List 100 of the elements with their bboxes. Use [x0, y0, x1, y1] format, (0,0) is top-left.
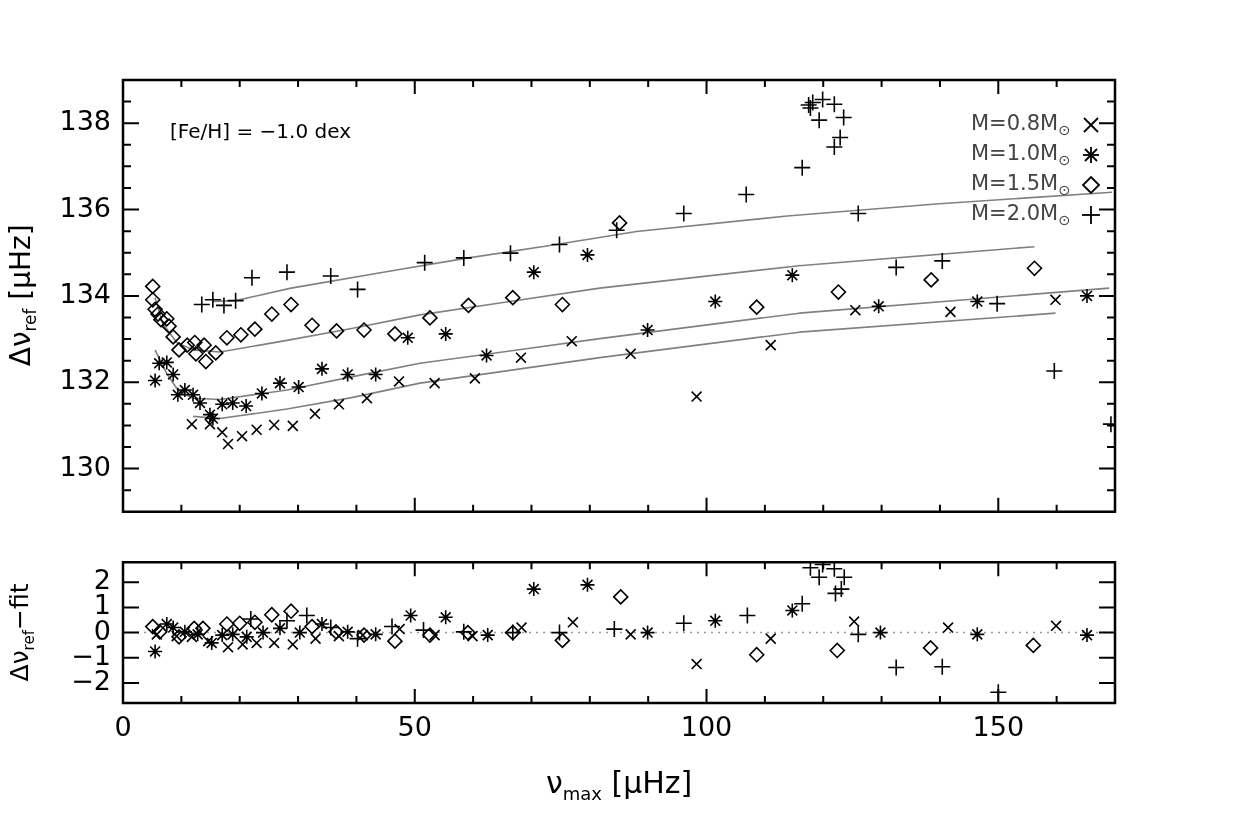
point — [243, 268, 261, 287]
point — [1050, 620, 1062, 632]
point — [179, 337, 195, 353]
point — [579, 577, 596, 593]
point — [829, 642, 846, 659]
point — [348, 280, 367, 299]
point — [515, 351, 527, 364]
y-tick-label: 138 — [59, 105, 111, 137]
point — [554, 632, 571, 649]
point — [834, 108, 853, 127]
point — [186, 631, 198, 643]
point — [565, 335, 578, 347]
point — [813, 90, 832, 109]
point — [460, 297, 477, 314]
point — [505, 289, 521, 306]
point — [367, 366, 384, 383]
point — [690, 390, 703, 403]
point — [195, 620, 211, 637]
y-tick-label: 130 — [59, 450, 111, 482]
y-tick-label: 134 — [59, 277, 111, 309]
point — [454, 623, 473, 641]
point — [515, 621, 528, 634]
point — [848, 615, 860, 628]
point — [250, 424, 263, 436]
point — [226, 291, 245, 310]
point — [969, 293, 986, 310]
point — [186, 418, 198, 430]
point — [144, 618, 161, 635]
point — [361, 392, 373, 404]
point — [264, 306, 280, 322]
point — [278, 611, 296, 630]
point — [748, 646, 765, 663]
annotation: [Fe/H] = −1.0 dex — [170, 119, 352, 144]
point — [454, 249, 473, 267]
point — [428, 629, 441, 641]
point — [170, 386, 186, 403]
point — [479, 627, 496, 643]
point — [923, 272, 939, 288]
point — [339, 366, 356, 383]
point — [314, 616, 330, 632]
point — [328, 624, 344, 640]
point — [268, 637, 280, 649]
point — [348, 629, 367, 648]
point — [165, 366, 181, 383]
point — [748, 299, 765, 315]
point — [526, 264, 542, 280]
point — [165, 329, 181, 345]
point — [611, 215, 628, 231]
point — [872, 624, 889, 641]
point — [147, 301, 163, 318]
point — [207, 345, 224, 361]
point — [830, 284, 847, 300]
point — [278, 263, 296, 281]
point — [147, 372, 163, 389]
point — [203, 635, 220, 651]
point — [825, 95, 844, 113]
point — [803, 93, 822, 112]
point — [192, 395, 208, 411]
point — [402, 607, 419, 624]
point — [185, 386, 201, 403]
legend-label: M=1.5M$_{⊙}$ — [971, 171, 1071, 199]
point — [944, 306, 957, 318]
point — [367, 626, 384, 643]
point — [849, 304, 862, 316]
point — [707, 612, 724, 629]
point — [264, 606, 280, 623]
legend-label: M=0.8M$_{⊙}$ — [971, 111, 1071, 139]
point — [793, 594, 812, 613]
point — [501, 244, 520, 262]
point — [268, 419, 280, 431]
point — [1079, 288, 1095, 304]
point — [639, 624, 656, 641]
point — [192, 295, 211, 314]
point — [607, 221, 626, 240]
point — [151, 355, 167, 372]
point — [849, 625, 868, 644]
point — [205, 410, 221, 427]
point — [707, 293, 724, 310]
point — [321, 618, 340, 637]
point — [942, 621, 954, 634]
point — [214, 627, 230, 643]
point — [214, 396, 230, 413]
point — [250, 637, 263, 649]
point — [238, 398, 254, 414]
point — [393, 375, 405, 388]
x-axis-title: ν$_{max}$ [μHz] — [546, 765, 693, 804]
point — [151, 628, 163, 641]
point — [222, 641, 234, 653]
point — [469, 372, 481, 385]
point — [933, 657, 952, 676]
point — [825, 138, 844, 156]
point — [550, 623, 569, 642]
point — [887, 658, 905, 677]
point — [437, 326, 454, 342]
point — [1026, 260, 1043, 277]
point — [605, 620, 624, 638]
point — [283, 603, 299, 620]
y-tick-label: 132 — [59, 364, 111, 396]
point — [624, 348, 637, 360]
point — [219, 616, 235, 632]
